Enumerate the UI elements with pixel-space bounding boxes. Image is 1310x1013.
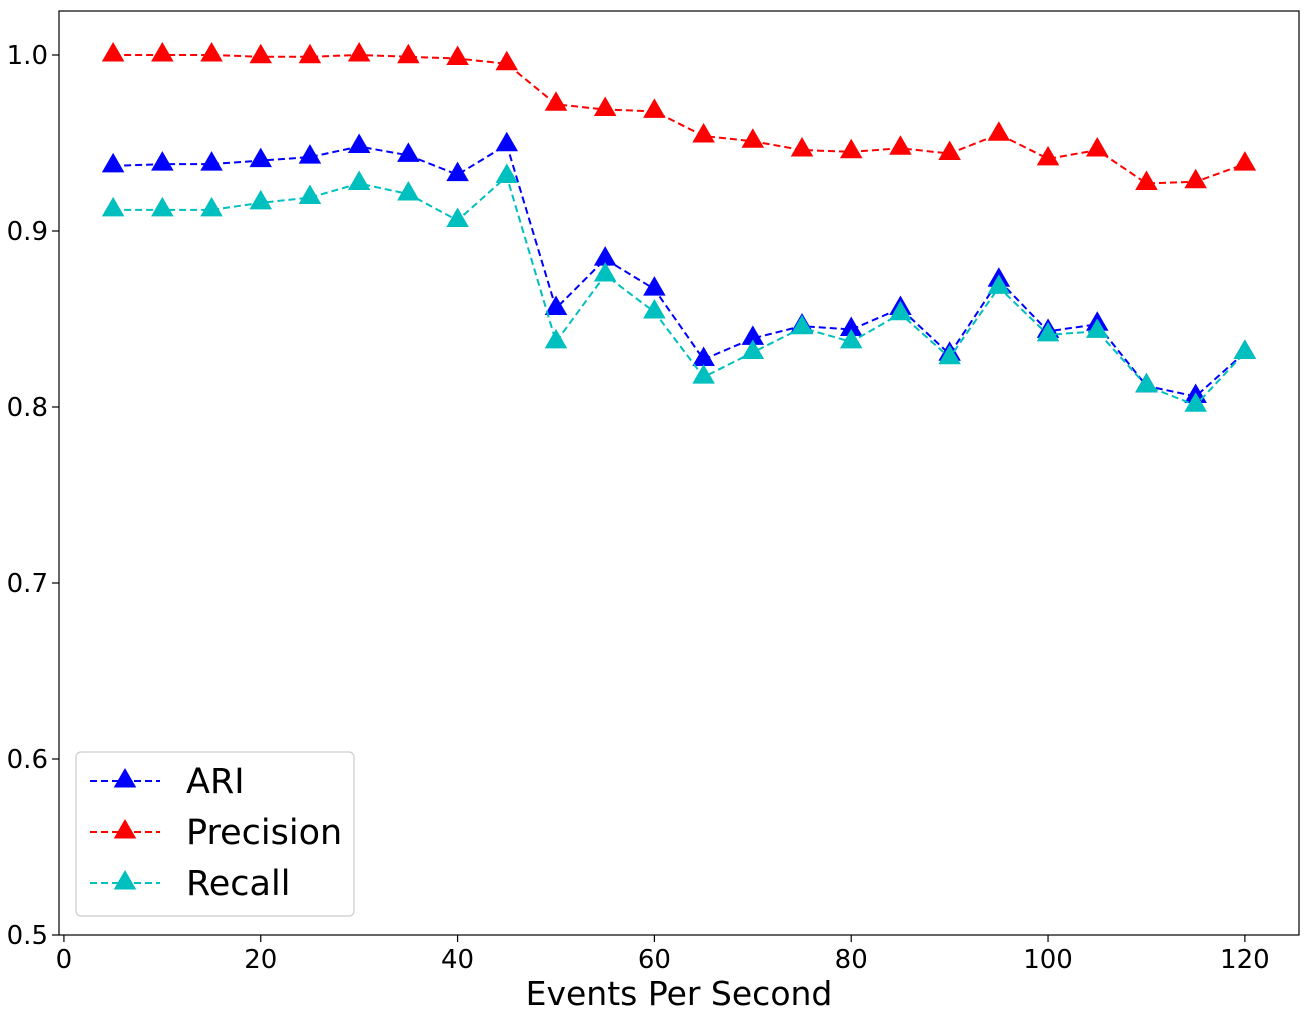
data-point-recall bbox=[151, 196, 174, 217]
data-point-recall bbox=[495, 163, 519, 183]
x-tick-label: 120 bbox=[1220, 945, 1270, 975]
series-precision bbox=[101, 41, 1257, 190]
data-point-precision bbox=[200, 41, 223, 62]
y-tick-label: 0.7 bbox=[7, 569, 48, 599]
data-point-ari bbox=[298, 144, 322, 164]
y-tick-label: 0.5 bbox=[7, 921, 48, 951]
data-point-precision bbox=[889, 135, 912, 155]
legend-box bbox=[75, 751, 355, 917]
data-point-recall bbox=[544, 328, 568, 349]
data-point-ari bbox=[544, 295, 568, 315]
legend-marker-ari bbox=[113, 767, 137, 788]
data-point-precision bbox=[741, 128, 765, 148]
data-point-precision bbox=[1233, 151, 1257, 171]
data-point-recall bbox=[1135, 372, 1158, 393]
x-tick-label: 20 bbox=[244, 945, 277, 975]
data-point-precision bbox=[495, 50, 519, 71]
data-point-recall bbox=[1184, 392, 1207, 412]
data-point-recall bbox=[889, 300, 912, 321]
data-point-ari bbox=[446, 161, 469, 182]
data-point-precision bbox=[1135, 170, 1158, 190]
data-point-recall bbox=[101, 196, 125, 217]
data-point-ari bbox=[347, 133, 371, 154]
legend-label-ari: ARI bbox=[186, 762, 245, 802]
data-point-precision bbox=[298, 43, 322, 64]
legend: ARI Precision Recall bbox=[75, 751, 355, 917]
x-tick-label: 40 bbox=[441, 945, 474, 975]
data-point-precision bbox=[593, 96, 617, 117]
data-point-precision bbox=[1184, 168, 1207, 189]
x-tick-label: 80 bbox=[835, 945, 868, 975]
data-point-precision bbox=[544, 91, 568, 111]
data-point-recall bbox=[249, 189, 273, 210]
legend-label-precision: Precision bbox=[186, 813, 342, 853]
data-point-precision bbox=[692, 122, 715, 143]
data-point-ari bbox=[495, 131, 519, 152]
series-layer bbox=[101, 41, 1257, 412]
data-point-recall bbox=[298, 184, 322, 205]
legend-marker-precision bbox=[113, 818, 137, 839]
data-point-recall bbox=[200, 196, 223, 217]
series-ari bbox=[101, 131, 1257, 403]
data-point-precision bbox=[446, 45, 469, 66]
data-point-precision bbox=[347, 41, 371, 62]
data-point-recall bbox=[839, 328, 863, 349]
data-point-precision bbox=[101, 41, 125, 62]
data-point-ari bbox=[151, 151, 174, 171]
data-point-precision bbox=[643, 98, 666, 118]
y-tick-label: 0.6 bbox=[7, 745, 48, 775]
data-point-recall bbox=[643, 298, 666, 319]
legend-entries: ARI Precision Recall bbox=[90, 762, 342, 904]
x-tick-label: 60 bbox=[638, 945, 671, 975]
data-point-precision bbox=[151, 41, 174, 62]
x-tick-label: 100 bbox=[1023, 945, 1073, 975]
data-point-precision bbox=[397, 43, 420, 64]
series-line-precision bbox=[113, 53, 1246, 185]
ticks-layer: 0 20 40 60 80 100 120 0.5 0.6 0.7 0.8 0.9 1.0 bbox=[7, 41, 1270, 975]
data-point-precision bbox=[987, 121, 1011, 141]
data-point-recall bbox=[1036, 321, 1060, 342]
legend-item-ari: ARI bbox=[90, 762, 245, 802]
data-point-ari bbox=[692, 346, 715, 366]
data-point-recall bbox=[397, 181, 420, 201]
data-point-recall bbox=[1085, 318, 1109, 338]
data-point-precision bbox=[1085, 137, 1109, 157]
legend-label-recall: Recall bbox=[186, 864, 290, 904]
data-point-ari bbox=[397, 142, 420, 162]
legend-marker-recall bbox=[113, 869, 137, 890]
y-tick-label: 0.9 bbox=[7, 217, 48, 247]
data-point-recall bbox=[347, 170, 371, 190]
legend-item-precision: Precision bbox=[90, 813, 342, 853]
legend-item-recall: Recall bbox=[90, 864, 290, 904]
data-point-ari bbox=[101, 152, 125, 173]
x-axis-label: Events Per Second bbox=[526, 974, 833, 1013]
data-point-recall bbox=[593, 261, 617, 282]
data-point-recall bbox=[692, 364, 715, 384]
data-point-recall bbox=[446, 207, 469, 227]
data-point-recall bbox=[987, 274, 1011, 294]
plot-frame bbox=[58, 10, 1300, 936]
x-tick-label: 0 bbox=[56, 945, 73, 975]
data-point-ari bbox=[200, 151, 223, 171]
data-point-recall bbox=[741, 339, 765, 359]
data-point-recall bbox=[790, 314, 814, 335]
y-tick-label: 0.8 bbox=[7, 393, 48, 423]
data-point-precision bbox=[938, 140, 961, 161]
data-point-ari bbox=[643, 276, 666, 296]
data-point-precision bbox=[1036, 145, 1060, 166]
data-point-recall bbox=[1233, 339, 1257, 359]
data-point-precision bbox=[249, 43, 273, 64]
series-line-ari bbox=[113, 143, 1246, 398]
y-tick-label: 1.0 bbox=[7, 41, 48, 71]
series-line-recall bbox=[113, 174, 1246, 407]
data-point-ari bbox=[249, 147, 273, 168]
data-point-precision bbox=[839, 138, 863, 159]
data-point-precision bbox=[790, 137, 814, 157]
series-recall bbox=[101, 163, 1257, 412]
data-point-recall bbox=[938, 344, 961, 365]
